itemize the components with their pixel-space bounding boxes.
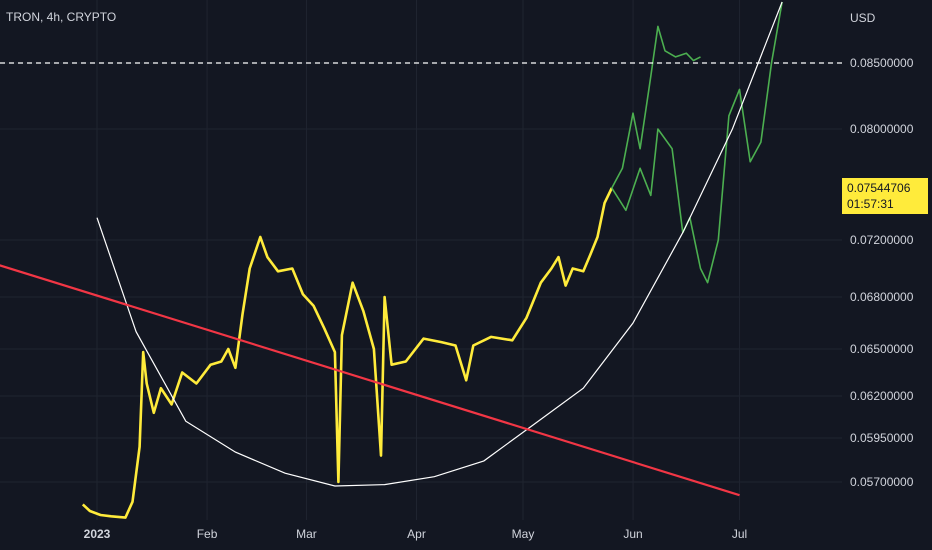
series-layer: [81, 1, 783, 519]
projection-line: [611, 25, 701, 189]
trend-line: [0, 264, 740, 497]
bar-countdown: 01:57:31: [847, 197, 894, 211]
y-tick-label: 0.06500000: [850, 342, 914, 356]
x-tick-label: May: [512, 527, 535, 541]
x-tick-label: 2023: [84, 527, 111, 541]
y-tick-label: 0.07200000: [850, 233, 914, 247]
y-tick-label: 0.05950000: [850, 431, 914, 445]
y-tick-label: 0.06200000: [850, 389, 914, 403]
projection-line: [611, 1, 783, 284]
y-tick-label: 0.08500000: [850, 56, 914, 70]
chart-title: TRON, 4h, CRYPTO: [6, 10, 117, 24]
x-tick-label: Jun: [623, 527, 642, 541]
x-tick-label: Jul: [732, 527, 747, 541]
price-series-line: [81, 187, 613, 519]
y-tick-label: 0.05700000: [850, 475, 914, 489]
rounding-bottom-curve: [96, 1, 783, 487]
y-tick-label: 0.06800000: [850, 290, 914, 304]
last-price-badge: 0.07544706 01:57:31: [842, 178, 928, 214]
time-axis[interactable]: 2023 Feb Mar Apr May Jun Jul: [84, 527, 748, 541]
y-tick-label: 0.08000000: [850, 122, 914, 136]
last-price-value: 0.07544706: [847, 181, 911, 195]
x-tick-label: Feb: [197, 527, 218, 541]
x-tick-label: Mar: [296, 527, 317, 541]
price-axis[interactable]: USD 0.08500000 0.08000000 0.07200000 0.0680…: [850, 11, 914, 489]
x-tick-label: Apr: [407, 527, 426, 541]
currency-label: USD: [850, 11, 876, 25]
